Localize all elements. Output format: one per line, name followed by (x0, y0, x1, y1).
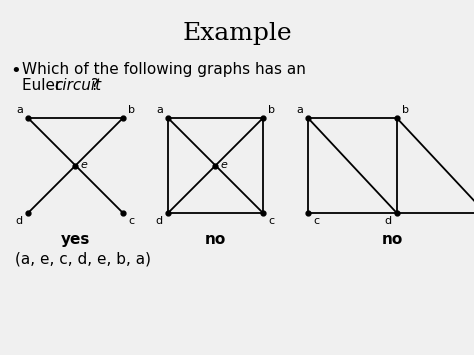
Text: ?: ? (91, 78, 99, 93)
Text: (a, e, c, d, e, b, a): (a, e, c, d, e, b, a) (15, 252, 151, 267)
Text: c: c (313, 216, 319, 226)
Text: d: d (385, 216, 392, 226)
Text: Euler: Euler (22, 78, 66, 93)
Text: b: b (402, 105, 409, 115)
Text: no: no (382, 232, 402, 247)
Text: d: d (156, 216, 163, 226)
Text: Example: Example (182, 22, 292, 45)
Text: c: c (268, 216, 274, 226)
Text: Which of the following graphs has an: Which of the following graphs has an (22, 62, 306, 77)
Text: e: e (81, 160, 87, 170)
Text: yes: yes (61, 232, 90, 247)
Text: e: e (220, 160, 228, 170)
Text: a: a (156, 105, 163, 115)
Text: b: b (128, 105, 135, 115)
Text: a: a (16, 105, 23, 115)
Text: no: no (205, 232, 226, 247)
Text: circuit: circuit (54, 78, 101, 93)
Text: a: a (296, 105, 303, 115)
Text: c: c (128, 216, 134, 226)
Text: d: d (16, 216, 23, 226)
Text: •: • (10, 62, 21, 80)
Text: b: b (268, 105, 275, 115)
